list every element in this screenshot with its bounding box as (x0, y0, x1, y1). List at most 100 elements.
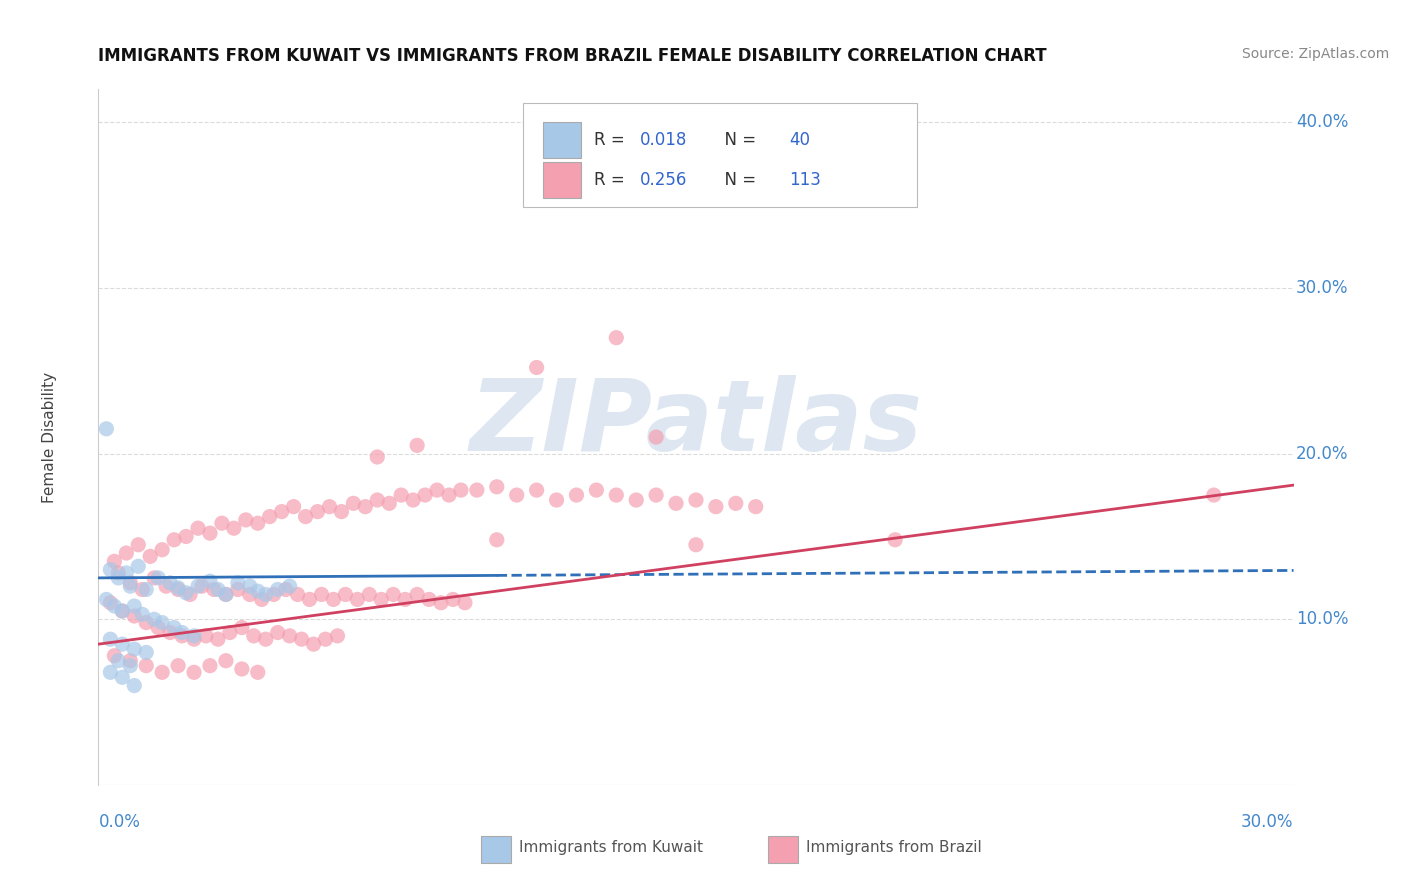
Point (187, 579, 209, 593)
Point (450, 483, 472, 497)
Text: 0.0%: 0.0% (98, 813, 141, 830)
Point (143, 571, 166, 585)
Point (315, 632, 337, 647)
Point (645, 430, 668, 444)
Point (219, 625, 242, 640)
Point (565, 488, 588, 502)
Point (231, 621, 253, 635)
Point (454, 596, 477, 610)
Bar (481, 837, 510, 863)
Point (437, 488, 460, 502)
Point (382, 587, 405, 601)
Point (179, 587, 201, 601)
Point (394, 592, 416, 607)
Point (148, 571, 170, 585)
Point (211, 516, 233, 531)
Bar (768, 837, 797, 863)
Text: Female Disability: Female Disability (42, 371, 56, 503)
Point (254, 587, 277, 601)
Point (135, 582, 157, 597)
Point (231, 662, 253, 676)
Point (111, 670, 134, 684)
Point (526, 483, 548, 497)
Text: IMMIGRANTS FROM KUWAIT VS IMMIGRANTS FROM BRAZIL FEMALE DISABILITY CORRELATION C: IMMIGRANTS FROM KUWAIT VS IMMIGRANTS FRO… (98, 47, 1047, 65)
Bar (543, 122, 581, 158)
Point (418, 592, 440, 607)
Point (96, 422, 118, 436)
Point (685, 538, 707, 552)
Point (98, 665, 122, 680)
Point (111, 604, 134, 618)
Point (685, 493, 707, 508)
Point (239, 579, 262, 593)
Point (370, 592, 392, 607)
Point (441, 592, 464, 607)
Point (426, 483, 449, 497)
Point (115, 566, 138, 580)
Point (107, 654, 129, 668)
Point (485, 480, 508, 494)
Point (294, 509, 316, 524)
FancyBboxPatch shape (523, 103, 917, 208)
Point (111, 604, 134, 618)
Point (246, 516, 269, 531)
Point (222, 521, 245, 535)
Point (506, 488, 529, 502)
Text: Immigrants from Kuwait: Immigrants from Kuwait (519, 840, 703, 855)
Point (1202, 488, 1225, 502)
Point (120, 654, 142, 668)
Point (605, 488, 627, 502)
Point (183, 665, 205, 680)
Point (163, 621, 186, 635)
Point (366, 493, 388, 508)
Point (243, 629, 266, 643)
Point (124, 679, 146, 693)
Point (202, 582, 225, 597)
Point (174, 586, 197, 600)
Point (406, 587, 429, 601)
Point (167, 582, 190, 597)
Point (278, 629, 301, 643)
Point (183, 629, 205, 643)
Point (278, 579, 301, 593)
Point (335, 587, 357, 601)
Point (215, 654, 238, 668)
Point (163, 533, 186, 547)
Point (626, 493, 648, 508)
Point (745, 500, 768, 514)
Point (246, 584, 269, 599)
Point (107, 571, 129, 585)
Point (198, 574, 221, 589)
Text: 20.0%: 20.0% (1296, 444, 1348, 463)
Text: 0.018: 0.018 (640, 131, 688, 149)
Point (187, 521, 209, 535)
Point (135, 658, 157, 673)
Point (378, 496, 401, 510)
Point (274, 582, 297, 597)
Point (124, 609, 146, 624)
Point (226, 575, 249, 590)
Point (195, 629, 218, 643)
Point (103, 648, 125, 663)
Point (172, 625, 194, 640)
Text: 10.0%: 10.0% (1296, 610, 1348, 628)
Point (465, 483, 488, 497)
Point (354, 500, 377, 514)
Point (546, 493, 568, 508)
Point (124, 599, 146, 613)
Point (131, 582, 153, 597)
Point (430, 596, 453, 610)
Point (124, 642, 146, 657)
Point (283, 500, 305, 514)
Point (259, 509, 281, 524)
Text: N =: N = (714, 170, 761, 188)
Point (665, 496, 688, 510)
Point (724, 496, 747, 510)
Text: 40.0%: 40.0% (1296, 113, 1348, 131)
Point (302, 637, 325, 651)
Point (526, 360, 548, 375)
Text: 0.256: 0.256 (640, 170, 688, 188)
Point (183, 632, 205, 647)
Point (150, 542, 173, 557)
Point (139, 549, 162, 564)
